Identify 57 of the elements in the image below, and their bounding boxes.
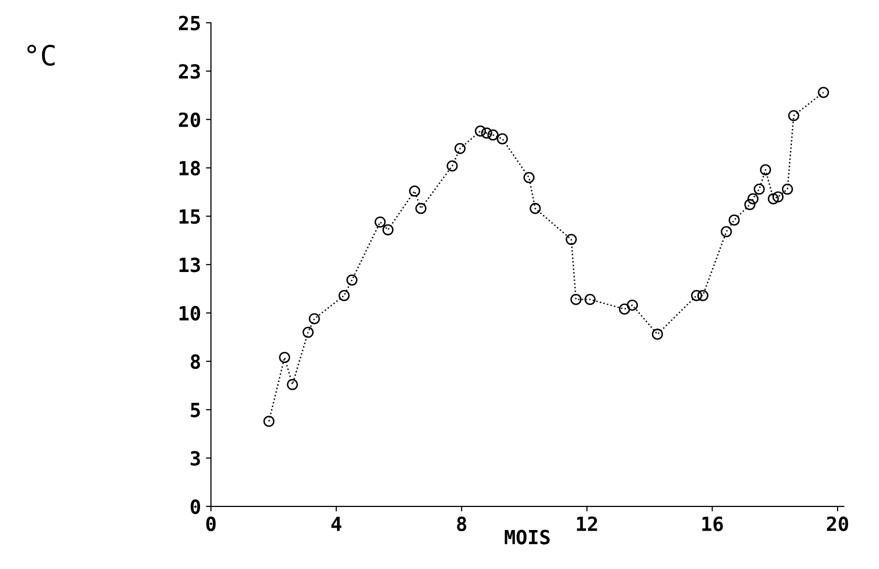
point	[302, 326, 314, 338]
point	[626, 300, 638, 311]
point	[566, 234, 577, 245]
x-tick-label: 12	[577, 516, 598, 531]
point	[454, 142, 466, 154]
y-tick-label: 20	[178, 112, 200, 128]
point	[782, 184, 793, 195]
y-tick-label: 25	[178, 16, 200, 30]
point	[446, 160, 458, 172]
point	[768, 193, 779, 204]
x-tick-label: 20	[826, 516, 848, 532]
x-tick-label: 16	[702, 516, 723, 532]
point	[760, 164, 772, 176]
y-tick-label: 0	[190, 499, 200, 514]
point	[652, 328, 663, 340]
y-axis-title: °C	[27, 44, 55, 66]
point	[818, 86, 830, 98]
point	[691, 290, 702, 302]
y-tick-label: 3	[190, 451, 200, 466]
point	[720, 226, 732, 238]
point	[481, 127, 492, 139]
point	[772, 191, 784, 202]
point	[415, 202, 426, 214]
y-tick-label: 5	[190, 402, 200, 418]
y-tick-label: 15	[180, 209, 200, 224]
y-tick-label: 8	[190, 354, 200, 369]
point	[728, 214, 740, 226]
point	[530, 202, 541, 214]
point	[474, 126, 486, 137]
point	[754, 184, 765, 195]
point	[374, 216, 386, 228]
point	[697, 290, 708, 302]
point	[382, 224, 394, 236]
point	[346, 274, 358, 286]
point	[584, 294, 596, 305]
y-tick-label: 13	[180, 258, 200, 272]
y-tick-label: 23	[178, 64, 200, 79]
point	[263, 416, 274, 427]
x-tick-label: 4	[331, 516, 342, 531]
point	[618, 304, 630, 315]
point	[570, 294, 582, 305]
point	[409, 186, 420, 197]
point	[496, 133, 508, 144]
x-tick-label: 8	[456, 516, 466, 532]
point	[279, 352, 290, 363]
point	[523, 172, 535, 184]
point	[788, 110, 800, 122]
x-tick-label: 0	[206, 516, 216, 532]
point	[744, 199, 756, 210]
point	[308, 313, 320, 324]
x-axis-title: MOIS	[504, 530, 550, 544]
point	[747, 193, 759, 204]
point	[286, 378, 298, 390]
point	[338, 290, 350, 302]
point	[487, 129, 498, 141]
y-tick-label: 10	[180, 306, 200, 321]
y-tick-label: 18	[180, 160, 200, 176]
